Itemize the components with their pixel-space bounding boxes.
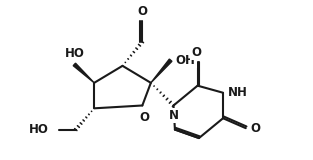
Text: O: O [137, 5, 147, 18]
Text: HO: HO [64, 47, 84, 60]
Text: O: O [191, 46, 201, 59]
Polygon shape [73, 63, 94, 83]
Text: NH: NH [228, 86, 248, 99]
Text: OH: OH [176, 54, 196, 67]
Text: O: O [251, 122, 261, 135]
Text: N: N [168, 109, 178, 122]
Polygon shape [151, 59, 172, 83]
Text: O: O [140, 111, 150, 124]
Text: HO: HO [29, 123, 49, 136]
